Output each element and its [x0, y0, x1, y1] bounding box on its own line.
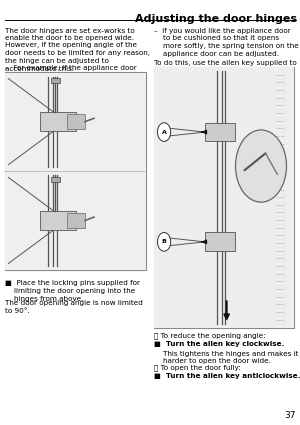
Text: ■  Place the locking pins supplied for
    limiting the door opening into the
  : ■ Place the locking pins supplied for li…	[5, 280, 140, 302]
Bar	[5, 172, 146, 270]
Text: Ⓐ To reduce the opening angle:: Ⓐ To reduce the opening angle:	[154, 332, 266, 339]
Circle shape	[236, 130, 286, 202]
Bar	[154, 67, 294, 328]
Text: However, if the opening angle of the
door needs to be limited for any reason,
th: However, if the opening angle of the doo…	[5, 42, 150, 72]
Text: –  If you would like the appliance door
    to be cushioned so that it opens
   : – If you would like the appliance door t…	[154, 28, 298, 57]
Text: Adjusting the door hinges: Adjusting the door hinges	[135, 14, 297, 24]
Bar	[50, 78, 59, 83]
Text: B: B	[162, 239, 167, 244]
Bar	[154, 67, 294, 328]
Text: ■  Turn the allen key anticlockwise.: ■ Turn the allen key anticlockwise.	[154, 373, 300, 379]
Bar	[67, 114, 85, 129]
Bar	[205, 123, 235, 142]
Bar	[67, 213, 85, 228]
Bar	[40, 112, 76, 131]
Text: A: A	[162, 130, 167, 135]
Bar	[5, 73, 146, 171]
Circle shape	[158, 123, 171, 142]
Circle shape	[158, 232, 171, 251]
Text: ■  Turn the allen key clockwise.: ■ Turn the allen key clockwise.	[154, 341, 284, 347]
Text: To do this, use the allen key supplied to
adjust the door hinges.: To do this, use the allen key supplied t…	[154, 60, 296, 74]
Bar	[40, 211, 76, 230]
Bar	[5, 72, 146, 270]
Text: This tightens the hinges and makes it
    harder to open the door wide.: This tightens the hinges and makes it ha…	[154, 351, 298, 364]
Bar	[205, 232, 235, 251]
Text: –  For example, if the appliance door
    hits an adjacent wall when opened,
   : – For example, if the appliance door hit…	[5, 65, 143, 95]
Text: The door hinges are set ex-works to
enable the door to be opened wide.: The door hinges are set ex-works to enab…	[5, 28, 135, 41]
Text: Ⓑ To open the door fully:: Ⓑ To open the door fully:	[154, 364, 240, 371]
Text: The door opening angle is now limited
to 90°.: The door opening angle is now limited to…	[5, 300, 143, 314]
Bar	[50, 177, 59, 182]
Text: 37: 37	[284, 411, 296, 420]
